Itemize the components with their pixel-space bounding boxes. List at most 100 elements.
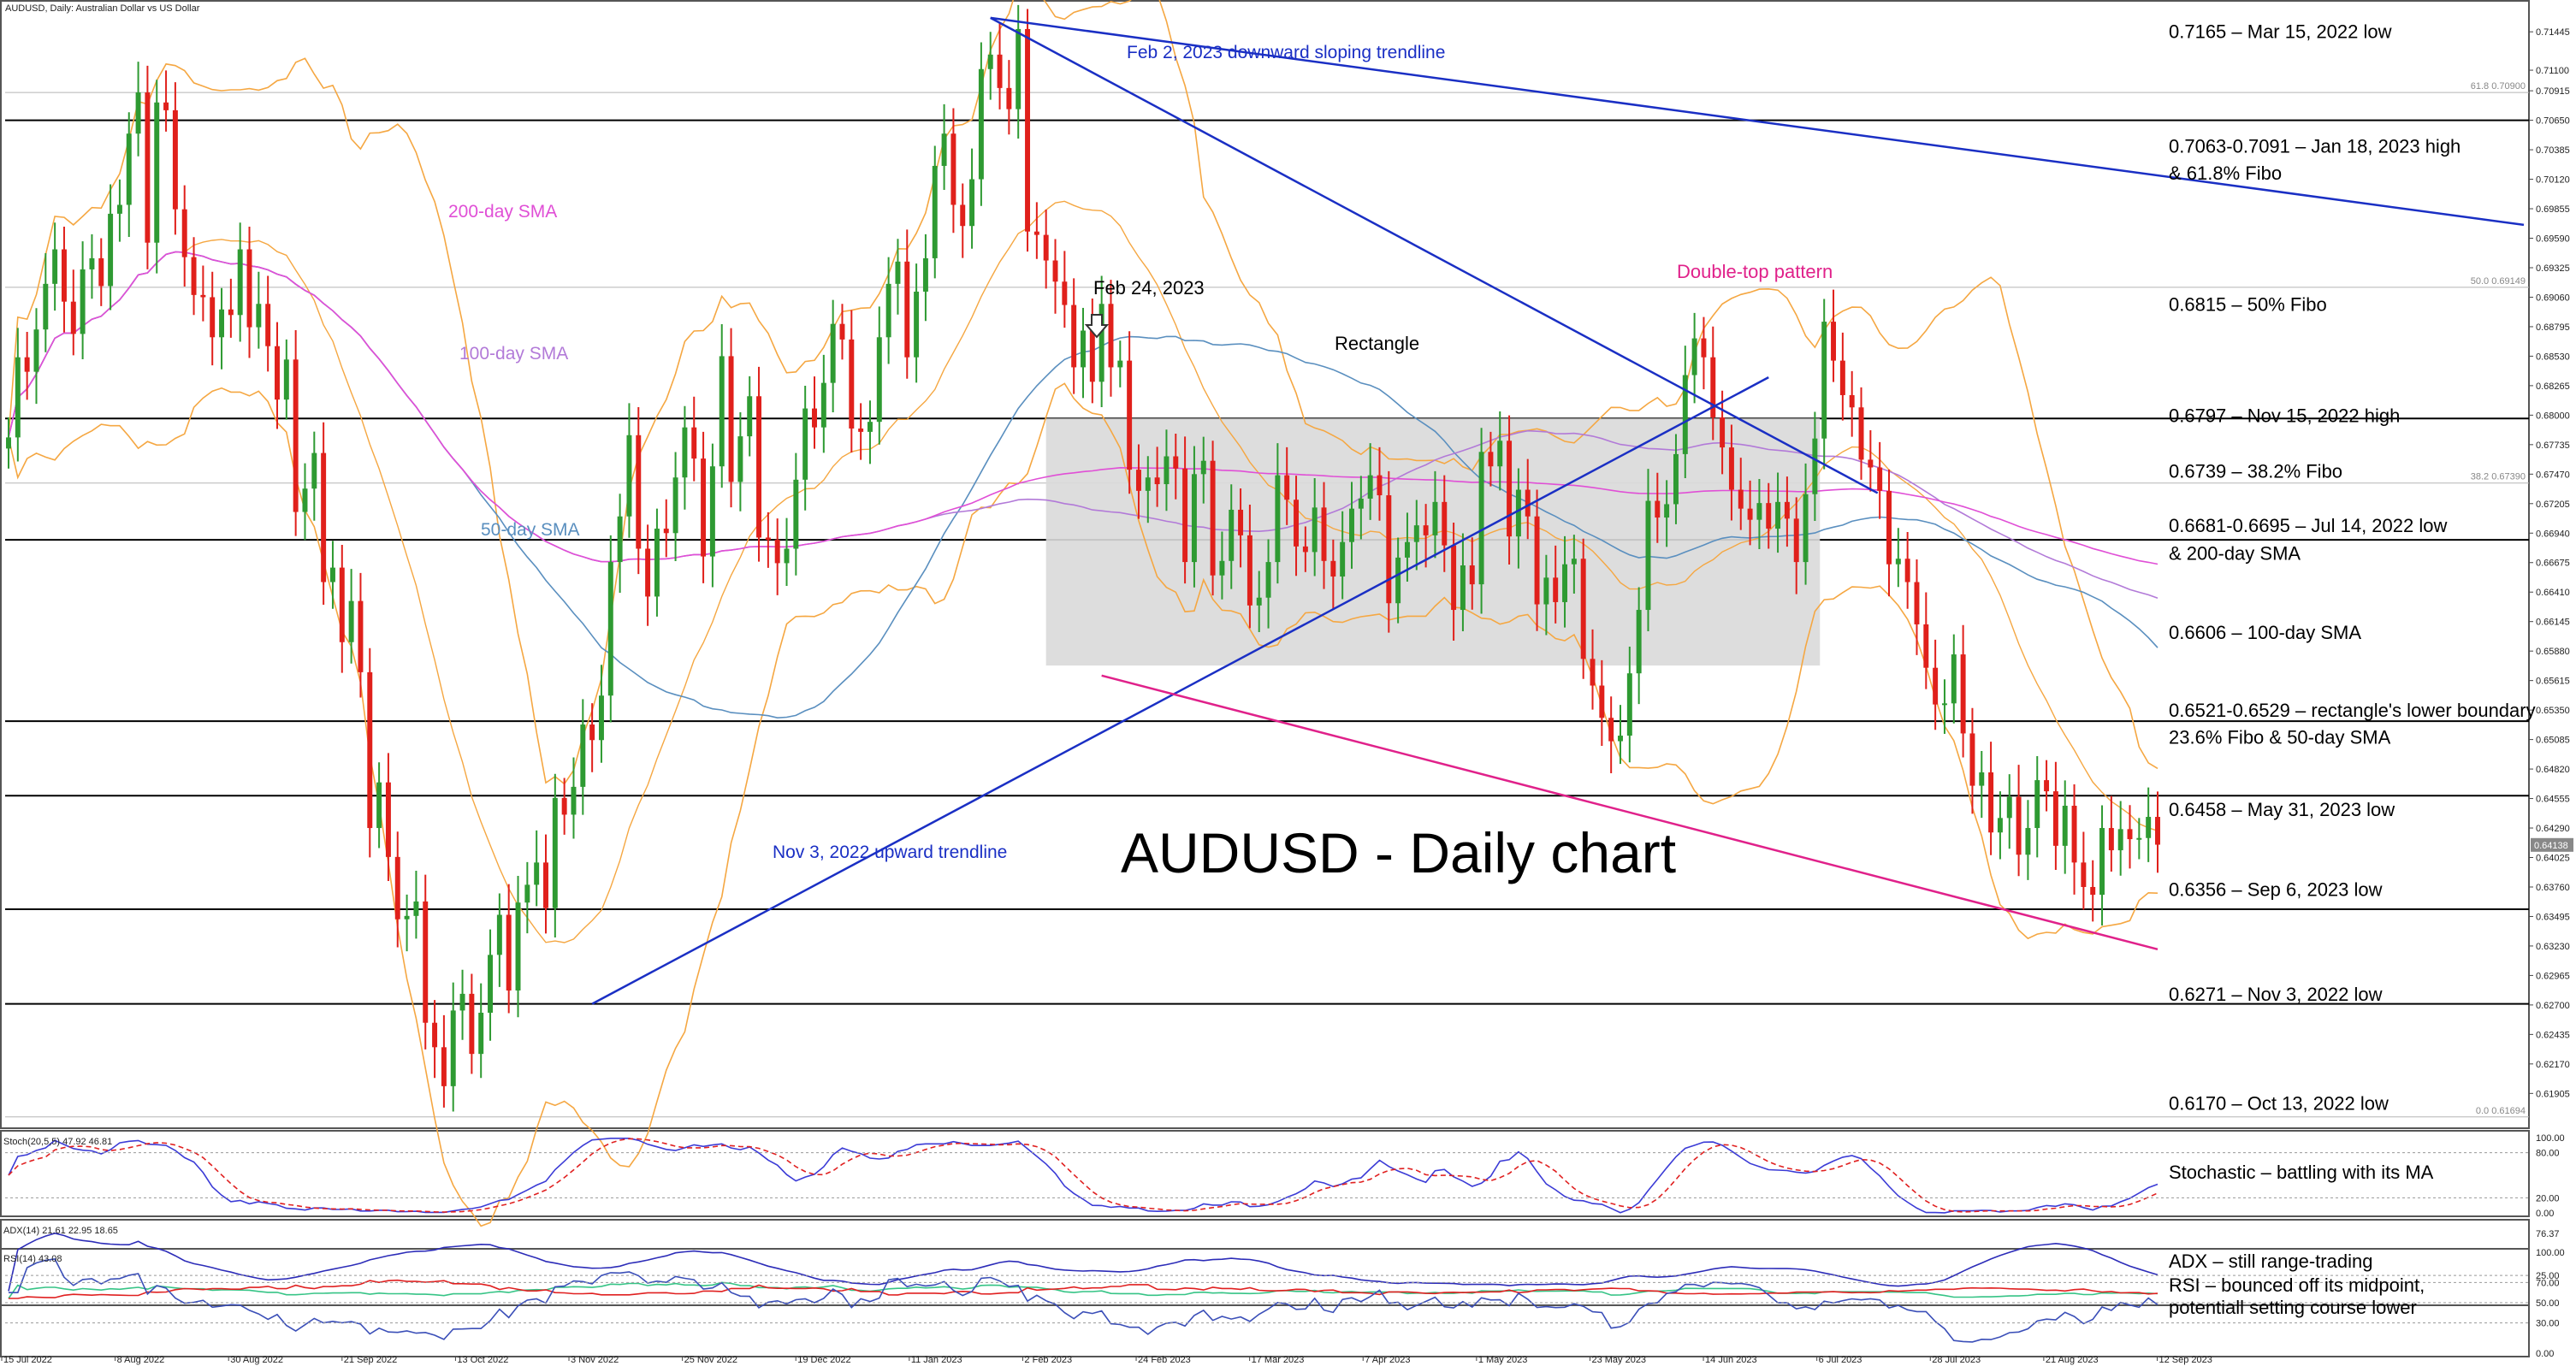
candle-body-200 <box>1858 407 1864 460</box>
rectangle-zone <box>1045 418 1821 666</box>
date-tick-label-6: 25 Nov 2022 <box>684 1355 737 1365</box>
candle-body-172 <box>1599 685 1605 718</box>
candle-body-132 <box>1229 509 1235 561</box>
candle-body-176 <box>1636 610 1642 674</box>
candle-body-27 <box>256 304 262 328</box>
candle-body-174 <box>1618 736 1623 742</box>
candle-body-70 <box>654 529 660 597</box>
candle-body-183 <box>1701 338 1707 358</box>
candle-body-77 <box>719 356 725 467</box>
bollinger-middle <box>8 200 2159 943</box>
adx-tick-0: 76.37 <box>2536 1229 2560 1239</box>
candle-body-45 <box>423 901 429 1023</box>
candle-body-163 <box>1515 489 1521 537</box>
price-tick-label-7: 0.69590 <box>2536 234 2570 245</box>
candle-body-134 <box>1247 535 1252 606</box>
candle-body-28 <box>265 304 271 346</box>
annotation-uptrend: Nov 3, 2022 upward trendline <box>773 843 1007 862</box>
candle-body-62 <box>580 724 586 787</box>
candle-body-154 <box>1432 501 1438 535</box>
price-tick-label-35: 0.62170 <box>2536 1060 2570 1070</box>
candle-body-81 <box>756 396 762 538</box>
candle-body-203 <box>1886 490 1892 565</box>
level-label-4: 0.6797 – Nov 15, 2022 high <box>2169 405 2400 426</box>
candle-body-127 <box>1182 468 1188 563</box>
date-tick-label-1: 8 Aug 2022 <box>117 1355 165 1365</box>
price-tick-label-19: 0.66410 <box>2536 588 2570 598</box>
candle-body-23 <box>219 309 225 338</box>
candle-body-205 <box>1904 559 1910 582</box>
adx-note: ADX – still range-trading <box>2169 1251 2372 1272</box>
candle-body-39 <box>367 671 373 829</box>
candle-body-215 <box>1997 818 2003 833</box>
level-label-3: 0.6815 – 50% Fibo <box>2169 293 2327 315</box>
candle-body-225 <box>2090 886 2096 896</box>
candle-body-13 <box>126 133 132 205</box>
candle-body-107 <box>997 54 1003 88</box>
adx-series-0 <box>8 1281 2159 1299</box>
price-tick-label-18: 0.66675 <box>2536 559 2570 569</box>
price-tick-label-20: 0.66145 <box>2536 618 2570 628</box>
annotation-downtrend: Feb 2, 2023 downward sloping trendline <box>1127 43 1445 62</box>
level-label-10: 23.6% Fibo & 50-day SMA <box>2169 726 2391 748</box>
candle-body-165 <box>1534 516 1540 605</box>
fibo-label-3: 0.0 0.61694 <box>2476 1106 2526 1116</box>
adx-header: ADX(14) 21.61 22.95 18.65 <box>3 1226 118 1236</box>
price-tick-label-10: 0.68795 <box>2536 322 2570 333</box>
rsi-note: RSI – bounced off its midpoint, <box>2169 1274 2425 1296</box>
candle-body-75 <box>701 458 707 557</box>
candle-body-191 <box>1775 501 1781 529</box>
chart-title: AUDUSD - Daily chart <box>1121 821 1676 884</box>
level-label-12: 0.6356 – Sep 6, 2023 low <box>2169 879 2383 901</box>
candle-body-12 <box>116 204 122 214</box>
candle-body-222 <box>2062 806 2068 846</box>
candle-body-5 <box>52 249 58 284</box>
price-tick-label-1: 0.71100 <box>2536 66 2569 76</box>
candle-body-171 <box>1590 659 1596 686</box>
candle-body-182 <box>1691 338 1697 376</box>
rsi-header: RSI(14) 43.08 <box>3 1254 62 1264</box>
candle-body-218 <box>2025 828 2031 855</box>
date-tick-label-17: 28 Jul 2023 <box>1932 1355 1981 1365</box>
candles-group <box>6 0 2160 1227</box>
candle-body-67 <box>626 435 632 517</box>
date-tick-label-19: 12 Sep 2023 <box>2159 1355 2212 1365</box>
last-price-tag <box>2531 837 2573 852</box>
candle-body-206 <box>1914 582 1920 624</box>
candle-body-105 <box>978 68 984 180</box>
candle-body-155 <box>1442 501 1448 546</box>
candle-body-202 <box>1877 467 1883 491</box>
price-tick-label-16: 0.67205 <box>2536 500 2570 510</box>
candle-body-17 <box>163 102 169 110</box>
candle-body-149 <box>1386 495 1392 604</box>
date-tick-label-7: 19 Dec 2022 <box>797 1355 850 1365</box>
candle-body-48 <box>450 1010 456 1086</box>
candle-body-113 <box>1052 260 1058 282</box>
candle-body-138 <box>1284 475 1290 500</box>
trendline-downward-segment <box>990 16 1879 494</box>
date-tick-label-3: 21 Sep 2022 <box>344 1355 397 1365</box>
candle-body-196 <box>1821 322 1827 439</box>
adx-series-2 <box>8 1232 2159 1292</box>
candle-body-179 <box>1664 504 1670 518</box>
candle-body-140 <box>1302 546 1308 553</box>
candle-body-38 <box>358 600 364 672</box>
candle-body-76 <box>709 466 715 557</box>
candle-body-190 <box>1766 503 1772 529</box>
level-label-0: 0.7165 – Mar 15, 2022 low <box>2169 21 2392 43</box>
candle-body-35 <box>329 567 335 582</box>
price-tick-label-32: 0.62965 <box>2536 971 2570 981</box>
date-tick-label-5: 3 Nov 2022 <box>571 1355 619 1365</box>
candle-body-106 <box>987 54 993 69</box>
candle-body-123 <box>1145 477 1151 491</box>
candle-body-112 <box>1043 234 1049 261</box>
level-label-14: 0.6170 – Oct 13, 2022 low <box>2169 1092 2389 1114</box>
level-label-7: & 200-day SMA <box>2169 543 2301 565</box>
candle-body-232 <box>2155 817 2160 845</box>
candle-body-209 <box>1941 703 1947 706</box>
price-tick-label-36: 0.61905 <box>2536 1089 2570 1099</box>
candle-body-2 <box>24 357 30 372</box>
candle-body-201 <box>1868 459 1874 468</box>
trendline-lower-channel <box>1101 674 2159 951</box>
candle-body-122 <box>1135 470 1141 491</box>
